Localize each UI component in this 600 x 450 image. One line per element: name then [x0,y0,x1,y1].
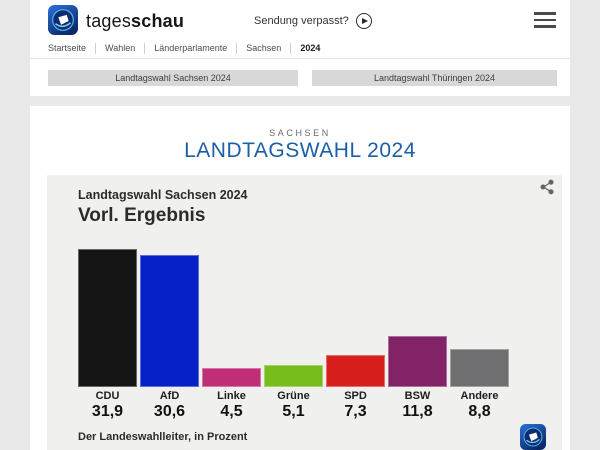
bar-value-andere: 8,8 [468,403,491,420]
main-content: SACHSEN LANDTAGSWAHL 2024 Landtagswahl S… [30,106,570,450]
bar-grüne [264,365,323,387]
bar-label-afd: AfD [159,390,180,402]
breadcrumb-item-laenderparlamente[interactable]: Länderparlamente [145,43,238,54]
breadcrumb-item-2024[interactable]: 2024 [300,43,321,53]
bar-label-spd: SPD [344,390,367,402]
breadcrumb-item-startseite[interactable]: Startseite [48,43,97,54]
region-kicker: SACHSEN [269,128,331,138]
tab-landtagswahl-thueringen[interactable]: Landtagswahl Thüringen 2024 [312,70,557,86]
bar-value-linke: 4,5 [220,403,243,420]
share-icon[interactable] [539,179,555,195]
tagesschau-logo-icon[interactable] [48,5,78,35]
bar-group-afd: AfD 30,6 [140,247,199,421]
brand-bold: schau [131,11,185,31]
bar-group-andere: Andere 8,8 [450,247,509,421]
bar-andere [450,349,509,387]
bar-value-bsw: 11,8 [402,403,433,420]
bar-group-linke: Linke 4,5 [202,247,261,421]
bar-group-spd: SPD 7,3 [326,247,385,421]
brand-regular: tages [86,11,132,31]
bar-chart: CDU 31,9 AfD 30,6 Linke 4,5 Grüne 5,1 SPD 7,3 BSW 1… [78,247,562,421]
chart-subtitle: Landtagswahl Sachsen 2024 [78,188,248,202]
bar-value-spd: 7,3 [344,403,367,420]
watch-link[interactable]: Sendung verpasst? [254,13,372,29]
bar-linke [202,368,261,387]
breadcrumb-item-wahlen[interactable]: Wahlen [96,43,146,54]
bar-spd [326,355,385,387]
bar-label-linke: Linke [217,390,246,402]
bar-label-grüne: Grüne [277,390,310,402]
bar-afd [140,255,199,387]
bar-label-andere: Andere [460,390,499,402]
bar-value-afd: 30,6 [153,403,186,420]
bar-cdu [78,249,137,387]
play-icon [355,13,372,29]
watch-label: Sendung verpasst? [254,15,349,27]
header-divider [30,58,570,59]
tab-landtagswahl-sachsen[interactable]: Landtagswahl Sachsen 2024 [48,70,298,86]
bar-label-cdu: CDU [95,390,120,402]
chart-source: Der Landeswahlleiter, in Prozent [78,431,248,443]
bar-group-cdu: CDU 31,9 [78,247,137,421]
chart-panel: Landtagswahl Sachsen 2024 Vorl. Ergebnis… [47,175,562,450]
bar-value-cdu: 31,9 [91,403,124,420]
bar-bsw [388,336,447,387]
breadcrumb-item-sachsen[interactable]: Sachsen [237,43,292,54]
brand-text[interactable]: tagesschau [86,11,184,32]
header: tagesschau Sendung verpasst? Startseite … [30,0,570,96]
chart-title: Vorl. Ergebnis [78,205,206,226]
breadcrumb: Startseite Wahlen Länderparlamente Sachs… [48,43,329,54]
hamburger-icon[interactable] [534,12,556,32]
bar-label-bsw: BSW [404,390,431,402]
bar-value-grüne: 5,1 [282,403,305,420]
bar-group-bsw: BSW 11,8 [388,247,447,421]
page-title: LANDTAGSWAHL 2024 [184,139,416,162]
tagesschau-watermark-icon [520,424,546,450]
bar-group-grüne: Grüne 5,1 [264,247,323,421]
